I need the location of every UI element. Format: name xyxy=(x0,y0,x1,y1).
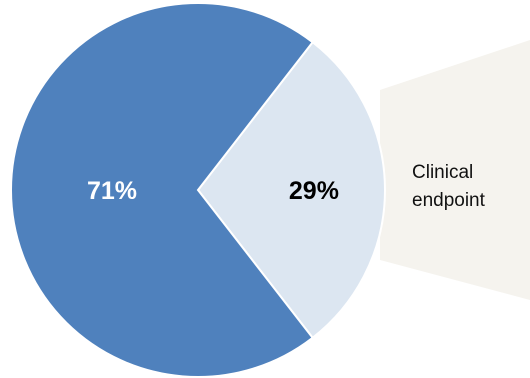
pie-slice-clinical-endpoint xyxy=(196,40,386,340)
pct-label-clinical-endpoint: 29% xyxy=(289,177,339,205)
percentage-labels: 29% 71% xyxy=(87,177,339,205)
pie-slice-other xyxy=(10,2,315,378)
slice-category-label: Clinical endpoint xyxy=(412,162,486,211)
category-label-line-2: endpoint xyxy=(412,190,486,211)
category-label-line-1: Clinical xyxy=(412,162,473,183)
callout-band xyxy=(380,40,530,300)
pct-label-other: 71% xyxy=(87,177,137,205)
pie-slices xyxy=(10,2,386,378)
